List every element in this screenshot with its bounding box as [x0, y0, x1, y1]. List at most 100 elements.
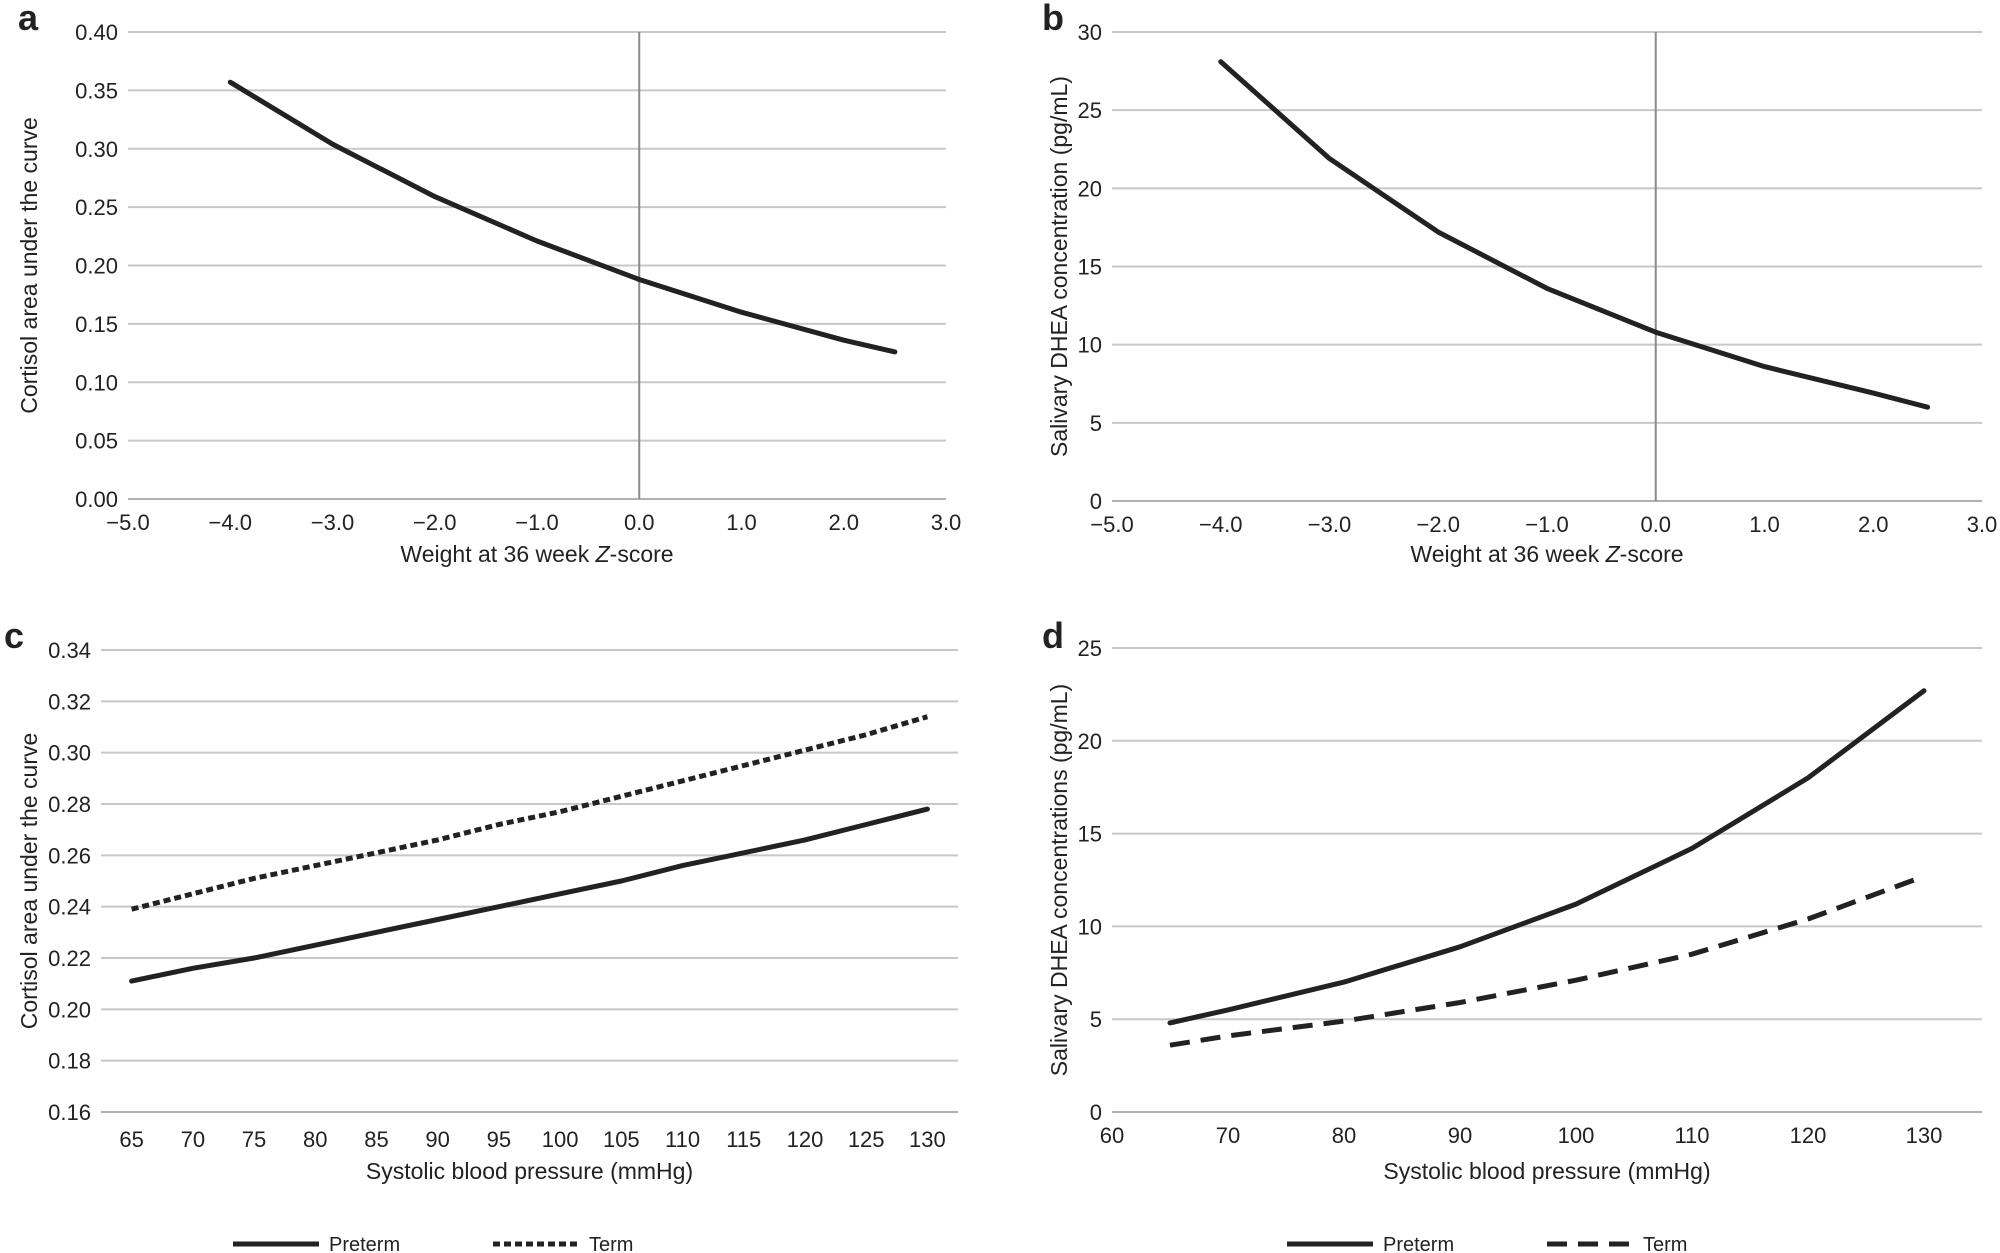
x-axis-title: Weight at 36 week Z-score: [400, 541, 673, 567]
y-axis-title: Cortisol area under the curve: [16, 733, 42, 1030]
x-axis-title: Systolic blood pressure (mmHg): [1383, 1158, 1710, 1184]
x-axis-title: Weight at 36 week Z-score: [1410, 541, 1683, 567]
x-tick-label: 100: [542, 1127, 579, 1152]
panel-d: d 0 5 10 15 20 25 60 70 80 90 100 110 120 130 Salivary …: [1042, 615, 1982, 1253]
y-tick-label: 0.30: [48, 741, 91, 766]
y-axis-title: Salivary DHEA concentrations (pg/mL): [1046, 684, 1072, 1076]
x-tick-label: 2.0: [828, 510, 859, 535]
x-tick-label: −5.0: [106, 510, 149, 535]
x-tick-label: −3.0: [311, 510, 354, 535]
y-axis-title: Salivary DHEA concentration (pg/mL): [1046, 76, 1072, 457]
x-tick-label: 2.0: [1858, 512, 1889, 537]
y-tick-label: 20: [1078, 176, 1102, 201]
y-tick-label: 5: [1090, 411, 1102, 436]
y-tick-label: 0.26: [48, 843, 91, 868]
x-tick-label: 120: [787, 1127, 824, 1152]
y-tick-label: 0.05: [75, 429, 118, 454]
x-tick-label: 3.0: [931, 510, 962, 535]
y-tick-label: 0.00: [75, 487, 118, 512]
x-tick-label: 125: [848, 1127, 885, 1152]
x-tick-label: −3.0: [1308, 512, 1351, 537]
x-tick-label: 110: [1674, 1123, 1709, 1148]
x-tick-label: 110: [665, 1127, 700, 1152]
x-tick-label: 85: [364, 1127, 388, 1152]
x-tick-label: −4.0: [1199, 512, 1242, 537]
legend: Preterm Term: [233, 1234, 633, 1253]
x-tick-label: −2.0: [413, 510, 456, 535]
y-tick-label: 0.15: [75, 312, 118, 337]
series-line-main: [1218, 59, 1931, 410]
y-tick-label: 0.20: [75, 254, 118, 279]
x-tick-label: −4.0: [209, 510, 252, 535]
y-tick-label: 0.32: [48, 689, 91, 714]
x-tick-label: 1.0: [1749, 512, 1780, 537]
legend-label-term: Term: [589, 1234, 633, 1253]
y-tick-label: 0: [1090, 489, 1102, 514]
x-tick-label: 65: [119, 1127, 143, 1152]
x-tick-label: 60: [1100, 1123, 1124, 1148]
series-line-preterm: [1167, 688, 1927, 1026]
series-line-preterm: [129, 806, 930, 984]
panel-b: b 0 5 10 15 20 25 30 −5.0 −4.0 −3.0 −2.0 −1.0 0.0 1.0 2…: [1042, 0, 1997, 567]
y-tick-label: 15: [1078, 255, 1102, 280]
legend-label-preterm: Preterm: [1383, 1234, 1454, 1253]
panel-a: a 0.00 0.05 0.10 0.15 0.20 0.25 0.30 0.35 0.40 −5.…: [16, 0, 962, 567]
x-tick-label: 130: [909, 1127, 946, 1152]
series-line-term: [1169, 873, 1925, 1048]
y-tick-label: 0.16: [48, 1100, 91, 1125]
series-line-main: [227, 79, 898, 355]
y-tick-label: 0.25: [75, 195, 118, 220]
x-tick-label: 120: [1790, 1123, 1827, 1148]
panel-label-b: b: [1042, 0, 1064, 38]
panel-c: c 0.16 0.18 0.20 0.22 0.24 0.26 0.28 0.30 0.32 0.3…: [4, 615, 958, 1253]
y-tick-label: 0.30: [75, 137, 118, 162]
y-tick-label: 0.40: [75, 20, 118, 45]
y-tick-label: 25: [1078, 636, 1102, 661]
x-tick-label: 80: [303, 1127, 327, 1152]
panel-label-c: c: [4, 615, 24, 656]
legend: Preterm Term: [1287, 1234, 1687, 1253]
x-tick-label: 3.0: [1967, 512, 1998, 537]
x-tick-label: 115: [726, 1127, 761, 1152]
x-tick-label: 0.0: [1640, 512, 1671, 537]
x-tick-label: −1.0: [515, 510, 558, 535]
y-tick-label: 20: [1078, 729, 1102, 754]
x-tick-label: 70: [1216, 1123, 1240, 1148]
y-tick-label: 0.28: [48, 792, 91, 817]
y-tick-label: 10: [1078, 333, 1102, 358]
y-tick-label: 0.20: [48, 997, 91, 1022]
y-tick-label: 30: [1078, 20, 1102, 45]
x-tick-label: 1.0: [726, 510, 757, 535]
x-tick-label: 90: [1448, 1123, 1472, 1148]
series-line-term: [130, 714, 929, 912]
x-tick-label: 95: [487, 1127, 511, 1152]
y-tick-label: 5: [1090, 1007, 1102, 1032]
y-tick-label: 0: [1090, 1100, 1102, 1125]
y-tick-label: 0.24: [48, 895, 91, 920]
x-tick-label: 100: [1558, 1123, 1595, 1148]
y-tick-label: 10: [1078, 914, 1102, 939]
x-tick-label: 75: [242, 1127, 266, 1152]
x-tick-label: 90: [425, 1127, 449, 1152]
y-tick-label: 15: [1078, 822, 1102, 847]
x-tick-label: 0.0: [624, 510, 655, 535]
y-tick-label: 0.22: [48, 946, 91, 971]
x-tick-label: −5.0: [1090, 512, 1133, 537]
x-tick-label: −1.0: [1525, 512, 1568, 537]
y-tick-label: 25: [1078, 98, 1102, 123]
legend-label-term: Term: [1643, 1234, 1687, 1253]
x-tick-label: 80: [1332, 1123, 1356, 1148]
y-tick-label: 0.10: [75, 370, 118, 395]
panel-label-a: a: [18, 0, 39, 38]
y-axis-title: Cortisol area under the curve: [16, 117, 42, 414]
x-tick-label: 130: [1906, 1123, 1943, 1148]
x-tick-label: −2.0: [1417, 512, 1460, 537]
y-tick-label: 0.18: [48, 1049, 91, 1074]
x-axis-title: Systolic blood pressure (mmHg): [366, 1158, 693, 1184]
y-tick-label: 0.34: [48, 638, 91, 663]
legend-label-preterm: Preterm: [329, 1234, 400, 1253]
y-tick-label: 0.35: [75, 78, 118, 103]
x-tick-label: 70: [181, 1127, 205, 1152]
x-tick-label: 105: [603, 1127, 640, 1152]
